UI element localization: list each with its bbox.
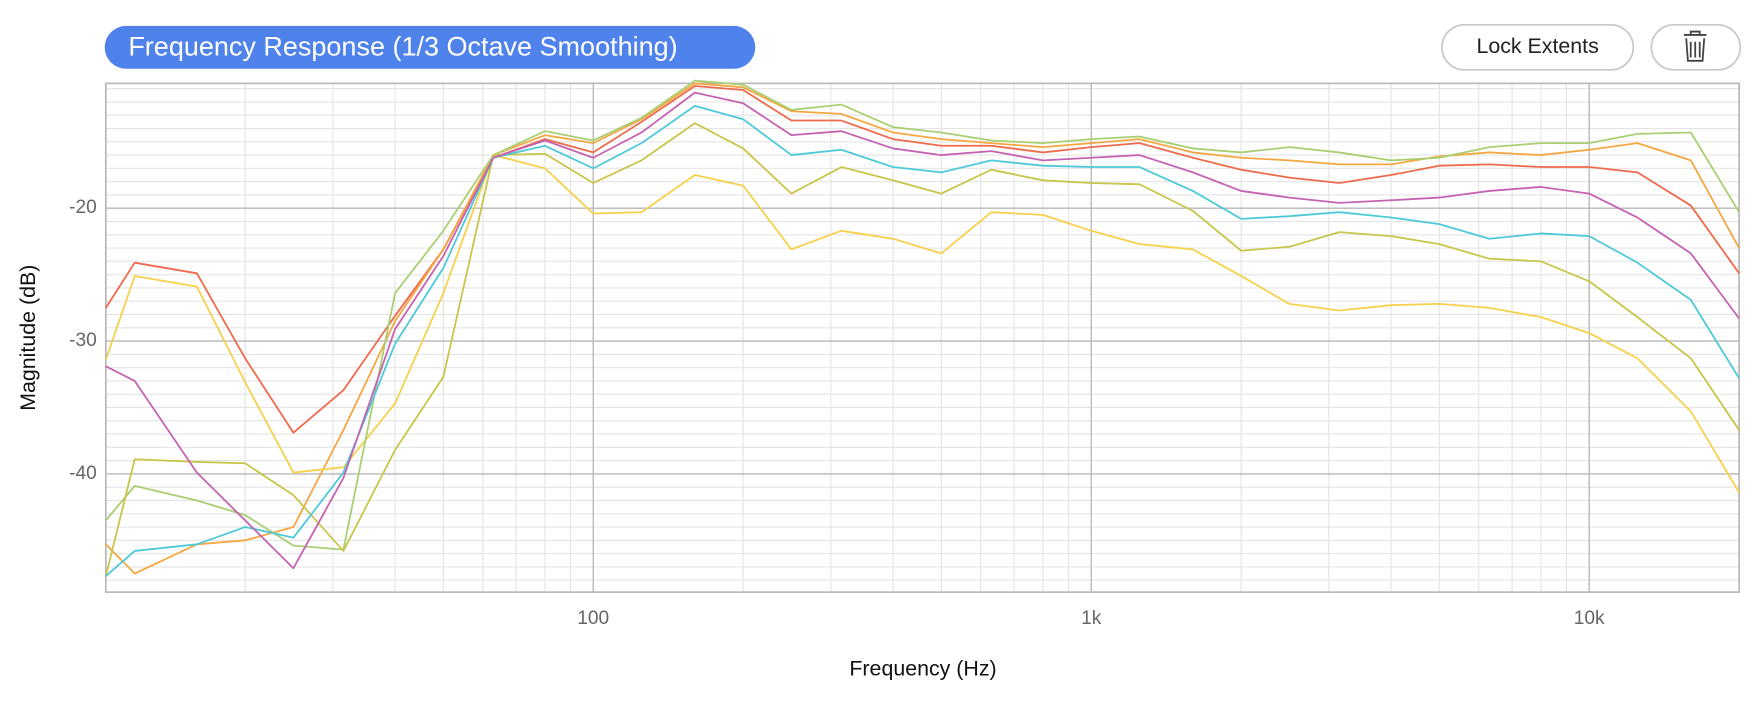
delete-button[interactable]: [1650, 23, 1742, 71]
button-label: Lock Extents: [1476, 34, 1598, 58]
series-line: [105, 91, 1740, 570]
y-tick-label: -40: [69, 463, 97, 484]
plot-border: [104, 82, 1740, 593]
title: Frequency Response: [128, 32, 385, 62]
lock-extents-button[interactable]: Lock Extents: [1441, 23, 1635, 71]
y-tick-label: -20: [69, 197, 97, 218]
series-line: [104, 154, 1740, 493]
y-axis-label: Magnitude (dB): [16, 265, 40, 411]
y-tick-label: -30: [69, 330, 97, 351]
plot-area: 100 1k 10k -20 -30 -40: [69, 79, 1740, 629]
button-frame: [1441, 23, 1635, 71]
x-tick-label: 100: [577, 608, 609, 629]
series-line: [105, 85, 1740, 434]
series-line: [105, 79, 1740, 551]
series-line: [105, 82, 1740, 575]
series-line: [105, 105, 1740, 577]
series-line: [104, 122, 1740, 577]
trash-icon: [1683, 30, 1707, 62]
title-pill: [104, 25, 756, 69]
chart-title: Frequency Response (1/3 Octave Smoothing…: [128, 32, 677, 62]
x-tick-label: 1k: [1081, 608, 1102, 629]
x-tick-label: 10k: [1574, 608, 1605, 629]
subtitle: (1/3 Octave Smoothing): [392, 32, 677, 62]
x-axis-label: Frequency (Hz): [849, 656, 996, 680]
